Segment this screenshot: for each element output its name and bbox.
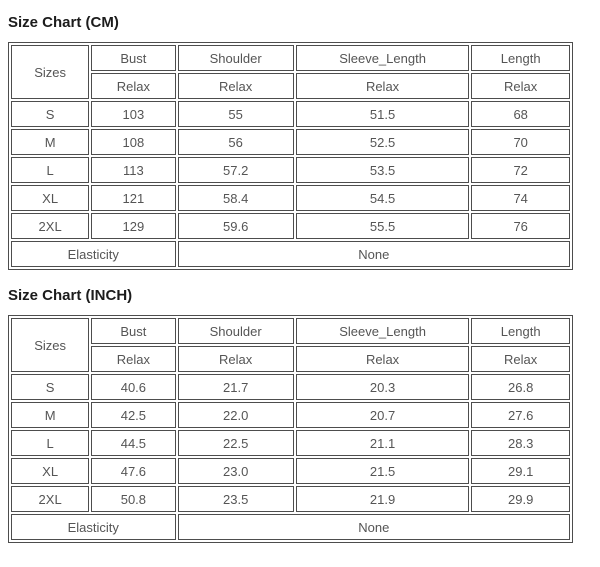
bust-value: 121	[91, 185, 176, 211]
length-value: 76	[471, 213, 570, 239]
sleeve-length-value: 53.5	[295, 157, 470, 183]
length-value: 26.8	[471, 374, 570, 400]
measure-header-row: Sizes Bust Shoulder Sleeve_Length Length	[11, 45, 570, 99]
size-row-xl: XL 47.6 23.0 21.5 29.1	[11, 458, 570, 484]
length-value: 70	[471, 129, 570, 155]
fit-cell-bust: Relax	[91, 73, 176, 99]
bust-value: 44.5	[91, 430, 176, 456]
sleeve-length-value: 20.3	[295, 374, 470, 400]
size-row-l: L 113 57.2 53.5 72	[11, 157, 570, 183]
length-value: 72	[471, 157, 570, 183]
size-label: S	[11, 374, 90, 400]
shoulder-value: 59.6	[177, 213, 294, 239]
column-header-bust: Bust	[91, 45, 176, 71]
inch-chart-title: Size Chart (INCH)	[8, 287, 133, 304]
column-header-shoulder: Shoulder	[177, 45, 294, 71]
column-header-sizes: Sizes	[11, 45, 90, 99]
bust-value: 113	[91, 157, 176, 183]
sleeve-length-value: 21.9	[295, 486, 470, 512]
column-header-length: Length	[471, 45, 570, 71]
bust-value: 42.5	[91, 402, 176, 428]
fit-cell-shoulder: Relax	[177, 73, 294, 99]
size-row-xl: XL 121 58.4 54.5 74	[11, 185, 570, 211]
size-label: S	[11, 101, 90, 127]
sleeve-length-value: 21.5	[295, 458, 470, 484]
size-row-s: S 40.6 21.7 20.3 26.8	[11, 374, 570, 400]
size-row-2xl: 2XL 129 59.6 55.5 76	[11, 213, 570, 239]
length-value: 29.1	[471, 458, 570, 484]
sleeve-length-value: 55.5	[295, 213, 470, 239]
length-value: 27.6	[471, 402, 570, 428]
column-header-length: Length	[471, 318, 570, 344]
size-label: 2XL	[11, 486, 90, 512]
bust-value: 50.8	[91, 486, 176, 512]
sleeve-length-value: 20.7	[295, 402, 470, 428]
fit-cell-bust: Relax	[91, 346, 176, 372]
shoulder-value: 58.4	[177, 185, 294, 211]
bust-value: 47.6	[91, 458, 176, 484]
shoulder-value: 21.7	[177, 374, 294, 400]
bust-value: 103	[91, 101, 176, 127]
length-value: 29.9	[471, 486, 570, 512]
size-label: M	[11, 129, 90, 155]
elasticity-label: Elasticity	[11, 241, 176, 267]
shoulder-value: 23.5	[177, 486, 294, 512]
fit-cell-sleeve-length: Relax	[295, 73, 470, 99]
fit-cell-shoulder: Relax	[177, 346, 294, 372]
size-row-l: L 44.5 22.5 21.1 28.3	[11, 430, 570, 456]
size-label: L	[11, 430, 90, 456]
shoulder-value: 23.0	[177, 458, 294, 484]
fit-cell-length: Relax	[471, 346, 570, 372]
size-row-m: M 108 56 52.5 70	[11, 129, 570, 155]
shoulder-value: 57.2	[177, 157, 294, 183]
column-header-sleeve-length: Sleeve_Length	[295, 318, 470, 344]
bust-value: 40.6	[91, 374, 176, 400]
size-label: M	[11, 402, 90, 428]
shoulder-value: 56	[177, 129, 294, 155]
elasticity-row: Elasticity None	[11, 241, 570, 267]
sleeve-length-value: 21.1	[295, 430, 470, 456]
bust-value: 129	[91, 213, 176, 239]
size-label: XL	[11, 458, 90, 484]
elasticity-value: None	[177, 241, 570, 267]
size-table-inch: Sizes Bust Shoulder Sleeve_Length Length…	[8, 315, 573, 543]
cm-chart-title: Size Chart (CM)	[8, 14, 119, 31]
fit-cell-length: Relax	[471, 73, 570, 99]
fit-header-row: Relax Relax Relax Relax	[11, 73, 570, 99]
size-row-2xl: 2XL 50.8 23.5 21.9 29.9	[11, 486, 570, 512]
column-header-sleeve-length: Sleeve_Length	[295, 45, 470, 71]
fit-header-row: Relax Relax Relax Relax	[11, 346, 570, 372]
column-header-bust: Bust	[91, 318, 176, 344]
column-header-sizes: Sizes	[11, 318, 90, 372]
size-label: L	[11, 157, 90, 183]
size-label: XL	[11, 185, 90, 211]
size-row-s: S 103 55 51.5 68	[11, 101, 570, 127]
fit-cell-sleeve-length: Relax	[295, 346, 470, 372]
bust-value: 108	[91, 129, 176, 155]
sleeve-length-value: 54.5	[295, 185, 470, 211]
sleeve-length-value: 52.5	[295, 129, 470, 155]
length-value: 68	[471, 101, 570, 127]
shoulder-value: 55	[177, 101, 294, 127]
elasticity-label: Elasticity	[11, 514, 176, 540]
shoulder-value: 22.5	[177, 430, 294, 456]
size-row-m: M 42.5 22.0 20.7 27.6	[11, 402, 570, 428]
measure-header-row: Sizes Bust Shoulder Sleeve_Length Length	[11, 318, 570, 372]
length-value: 74	[471, 185, 570, 211]
length-value: 28.3	[471, 430, 570, 456]
shoulder-value: 22.0	[177, 402, 294, 428]
column-header-shoulder: Shoulder	[177, 318, 294, 344]
elasticity-row: Elasticity None	[11, 514, 570, 540]
sleeve-length-value: 51.5	[295, 101, 470, 127]
size-table-cm: Sizes Bust Shoulder Sleeve_Length Length…	[8, 42, 573, 270]
size-label: 2XL	[11, 213, 90, 239]
elasticity-value: None	[177, 514, 570, 540]
